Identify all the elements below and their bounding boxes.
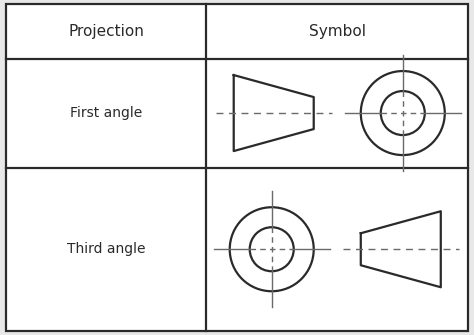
Text: Third angle: Third angle	[67, 242, 145, 256]
Text: Symbol: Symbol	[309, 24, 366, 39]
Text: First angle: First angle	[70, 106, 142, 120]
Text: Projection: Projection	[68, 24, 144, 39]
